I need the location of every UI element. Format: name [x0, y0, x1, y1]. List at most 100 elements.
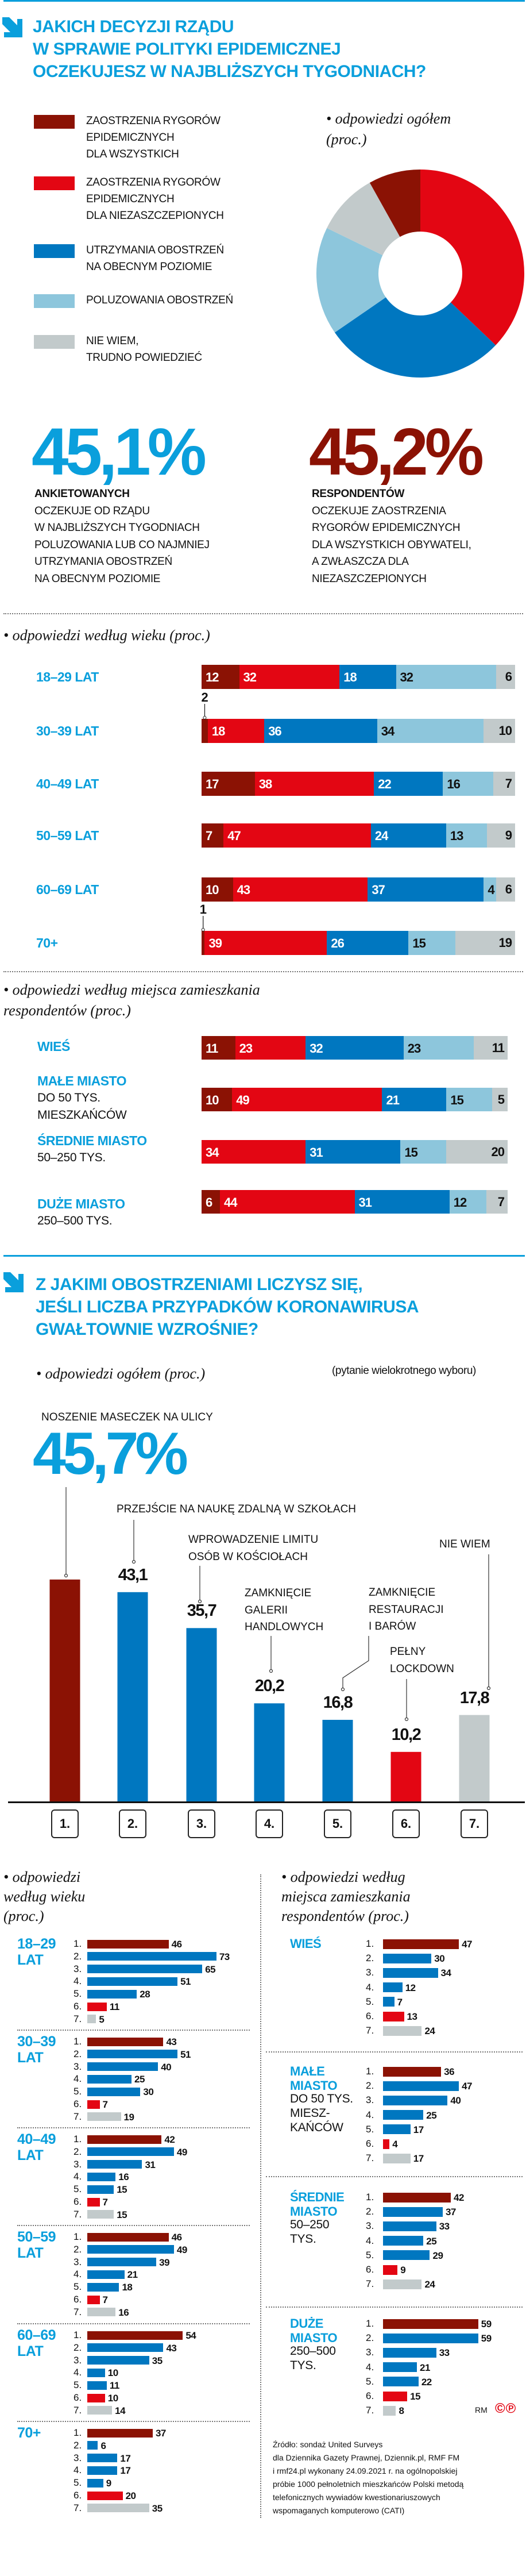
stacked-segment: [368, 877, 484, 902]
stacked-segment: [496, 877, 516, 902]
row-number: 7.: [74, 2502, 82, 2513]
divider: [3, 971, 523, 972]
row-number: 6.: [74, 2196, 82, 2207]
small-bar-value: 29: [432, 2250, 443, 2261]
row-number: 7.: [366, 2278, 374, 2290]
age-row-label: 18–29 LAT: [36, 669, 99, 684]
segment-value: 6: [206, 1195, 212, 1210]
small-bar: [87, 2368, 105, 2377]
small-bar: [383, 2391, 408, 2401]
small-bar: [87, 2356, 149, 2365]
small-bar-value: 49: [176, 2244, 187, 2255]
row-number: 3.: [74, 2256, 82, 2267]
small-bar-value: 22: [421, 2376, 432, 2388]
small-bar-value: 9: [106, 2478, 111, 2489]
small-bar-value: 34: [440, 1967, 451, 1979]
stacked-segment: [202, 719, 208, 743]
row-number: 2.: [366, 1953, 374, 1964]
column-bar: [390, 1751, 421, 1801]
small-bar-value: 25: [426, 2109, 437, 2121]
small-bar: [87, 2172, 116, 2181]
stacked-segment: [449, 1190, 487, 1214]
group-divider: [17, 2127, 250, 2128]
row-number: 6.: [366, 2264, 374, 2275]
small-bar-value: 35: [152, 2355, 163, 2366]
group-label: 50–59: [17, 2229, 56, 2245]
row-number: 4.: [366, 2235, 374, 2246]
row-number: 3.: [366, 2220, 374, 2232]
group-sublabel: 250–500: [290, 2344, 336, 2358]
stacked-segment: [396, 665, 497, 689]
small-bar: [87, 2258, 157, 2267]
small-bar-value: 16: [118, 2307, 129, 2318]
small-bar-value: 25: [426, 2235, 437, 2247]
small-bar-value: 35: [152, 2502, 163, 2514]
small-bar: [87, 2381, 107, 2390]
small-bar: [87, 2245, 174, 2254]
stacked-segment: [403, 1036, 474, 1060]
small-bar: [383, 2153, 411, 2163]
pie-heading: • odpowiedzi ogółem: [326, 110, 451, 127]
row-number: 7.: [366, 2153, 374, 2164]
donut-slice: [420, 170, 525, 345]
small-bar: [87, 2504, 149, 2513]
segment-value: 7: [505, 776, 512, 791]
small-bar-value: 7: [102, 2197, 108, 2208]
leader-line: [342, 1636, 369, 1689]
small-bar-value: 8: [399, 2405, 404, 2417]
segment-value: 37: [372, 883, 385, 897]
row-number: 2.: [74, 1950, 82, 1962]
small-bar-value: 15: [117, 2209, 127, 2220]
group-divider: [266, 2307, 523, 2308]
small-bar-value: 7: [102, 2294, 108, 2305]
small-bar: [383, 2139, 390, 2149]
row-number: 6.: [74, 2490, 82, 2501]
row-number: 4.: [366, 2361, 374, 2373]
place-row-sublabel: DO 50 TYS.: [37, 1091, 100, 1104]
small-bar: [87, 2406, 113, 2415]
multiple-choice-note: (pytanie wielokrotnego wyboru): [332, 1365, 476, 1377]
stacked-segment: [493, 772, 516, 796]
top-rule: [3, 0, 525, 2]
column-value: 45,7%: [33, 1420, 188, 1487]
column-bar: [254, 1703, 285, 1801]
segment-value: 11: [206, 1041, 218, 1056]
small-bar: [87, 2270, 125, 2279]
stacked-segment: [377, 719, 484, 743]
small-bar-value: 40: [450, 2095, 461, 2107]
small-bar-value: 40: [161, 2061, 172, 2073]
segment-value: 15: [404, 1145, 418, 1160]
row-number: 7.: [366, 2405, 374, 2416]
small-bar: [87, 1939, 169, 1949]
segment-value: 17: [206, 777, 219, 791]
small-bar-value: 31: [145, 2159, 156, 2170]
age-heading: według wieku: [3, 1888, 86, 1905]
segment-value: 20: [491, 1144, 505, 1159]
row-number: 7.: [74, 2111, 82, 2122]
row-number: 4.: [74, 2465, 82, 2476]
place-row-sublabel: MIESZKAŃCÓW: [37, 1108, 127, 1122]
section-rule: [3, 1255, 525, 1257]
small-bar: [383, 1982, 403, 1993]
small-bar: [87, 2331, 183, 2340]
small-bar-value: 15: [410, 2391, 421, 2402]
stacked-segment: [305, 1140, 401, 1164]
small-bar: [383, 1967, 438, 1978]
stacked-segment: [446, 1088, 493, 1111]
stacked-segment: [484, 719, 516, 743]
row-number: 2.: [74, 2243, 82, 2255]
leader-dot: [132, 1560, 136, 1564]
stacked-segment: [492, 1088, 508, 1111]
column-value: 35,7: [187, 1601, 217, 1620]
legend-label: ZAOSTRZENIA RYGORÓW: [86, 176, 221, 188]
row-number: 4.: [366, 2109, 374, 2120]
small-bar: [383, 2405, 396, 2416]
small-bar: [87, 2466, 118, 2475]
row-number: 1.: [74, 2427, 82, 2438]
segment-value: 18: [343, 670, 357, 684]
group-sublabel: TYS.: [290, 2232, 316, 2246]
small-bar-value: 49: [176, 2146, 187, 2158]
stacked-segment: [202, 1140, 306, 1164]
small-bar: [383, 2362, 417, 2373]
place-row-label: MAŁE MIASTO: [37, 1073, 127, 1088]
